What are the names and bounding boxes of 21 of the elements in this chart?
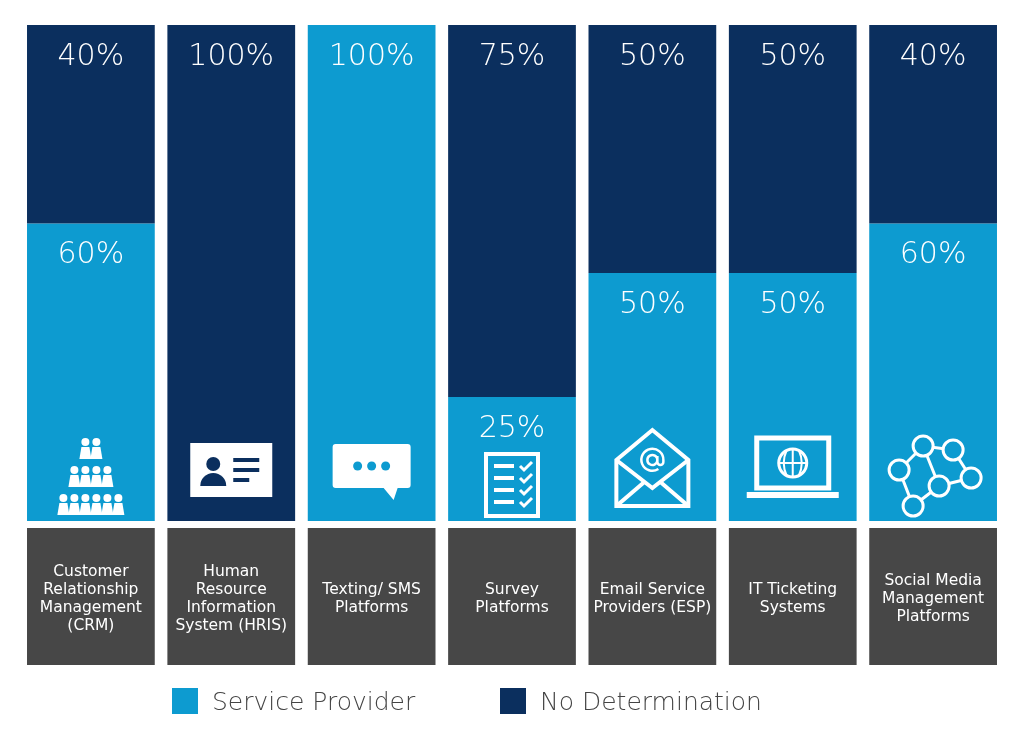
data-label: 50% [759, 37, 827, 72]
x-tick-label: Email Service Providers (ESP) [593, 580, 712, 616]
legend-label: Service Provider [212, 687, 416, 716]
data-label: 60% [899, 235, 967, 271]
x-tick-label: Customer Relationship Management (CRM) [39, 562, 142, 634]
data-label: 100% [328, 37, 415, 72]
data-label: 100% [188, 37, 275, 72]
data-label: 50% [759, 285, 827, 320]
data-label: 50% [619, 285, 686, 320]
legend-label: No Determination [540, 687, 762, 716]
data-label: 25% [478, 409, 546, 444]
x-tick-label: Texting/ SMS Platforms [321, 580, 421, 616]
x-tick-label: Human Resource Information System (HRIS) [175, 562, 288, 634]
data-label: 40% [57, 37, 125, 72]
data-label: 75% [478, 37, 546, 72]
data-label: 60% [57, 235, 125, 271]
data-label: 40% [899, 37, 967, 72]
x-tick-label: Survey Platforms [475, 580, 549, 616]
data-label: 50% [619, 37, 686, 72]
x-tick-label: IT Ticketing Systems [748, 580, 838, 616]
x-tick-label: Social Media Management Platforms [882, 571, 985, 625]
